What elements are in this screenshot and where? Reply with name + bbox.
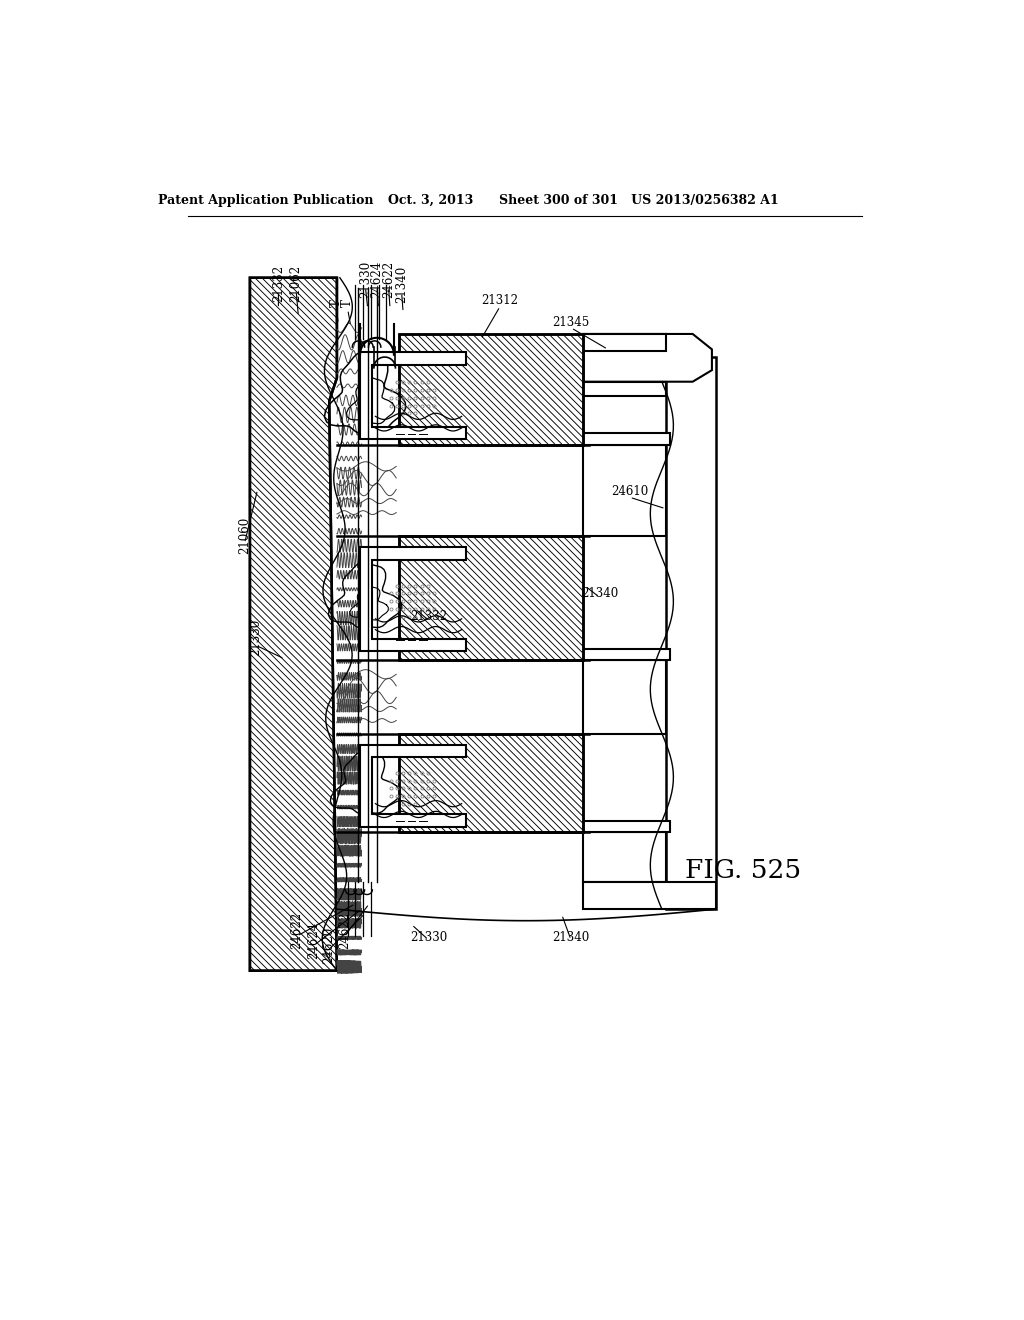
Bar <box>584 381 666 396</box>
Text: 21340: 21340 <box>552 931 590 944</box>
Text: 21330: 21330 <box>358 260 372 298</box>
Text: 24620: 24620 <box>322 927 335 964</box>
Text: 21345: 21345 <box>552 315 590 329</box>
Text: 21340: 21340 <box>581 587 618 601</box>
Polygon shape <box>584 334 712 381</box>
Text: 21340: 21340 <box>395 267 409 304</box>
Text: 21330: 21330 <box>410 931 447 944</box>
Text: 21312: 21312 <box>481 294 519 308</box>
Bar <box>584 882 716 909</box>
Text: 21062: 21062 <box>290 264 303 302</box>
Bar <box>584 832 666 882</box>
Text: Oct. 3, 2013: Oct. 3, 2013 <box>388 194 473 207</box>
Text: T: T <box>330 300 343 308</box>
Text: 21060: 21060 <box>238 517 251 554</box>
Bar <box>398 536 584 660</box>
Text: 24622: 24622 <box>338 912 351 949</box>
Text: 21330: 21330 <box>249 619 262 656</box>
Polygon shape <box>360 548 466 651</box>
Text: 24610: 24610 <box>611 484 648 498</box>
Text: Patent Application Publication: Patent Application Publication <box>158 194 373 207</box>
Text: FIG. 525: FIG. 525 <box>685 858 801 883</box>
Text: T: T <box>341 300 354 308</box>
Bar <box>584 660 666 734</box>
Bar <box>398 734 584 832</box>
Polygon shape <box>360 744 466 826</box>
Text: 21332: 21332 <box>410 610 447 623</box>
Text: 21332: 21332 <box>272 264 285 302</box>
Bar <box>398 334 584 445</box>
Polygon shape <box>250 277 337 970</box>
Bar <box>398 536 584 660</box>
Text: Sheet 300 of 301   US 2013/0256382 A1: Sheet 300 of 301 US 2013/0256382 A1 <box>499 194 778 207</box>
Bar <box>584 445 666 536</box>
Text: 24622: 24622 <box>291 912 303 949</box>
Bar <box>584 649 670 660</box>
Bar <box>666 358 716 909</box>
Bar <box>398 334 584 445</box>
Bar <box>398 734 584 832</box>
Bar <box>584 821 670 832</box>
Text: 24624: 24624 <box>371 260 383 298</box>
Bar <box>584 433 670 445</box>
Text: 24622: 24622 <box>382 261 395 298</box>
Bar <box>584 334 666 351</box>
Text: 24624: 24624 <box>307 921 321 958</box>
Polygon shape <box>360 352 466 440</box>
